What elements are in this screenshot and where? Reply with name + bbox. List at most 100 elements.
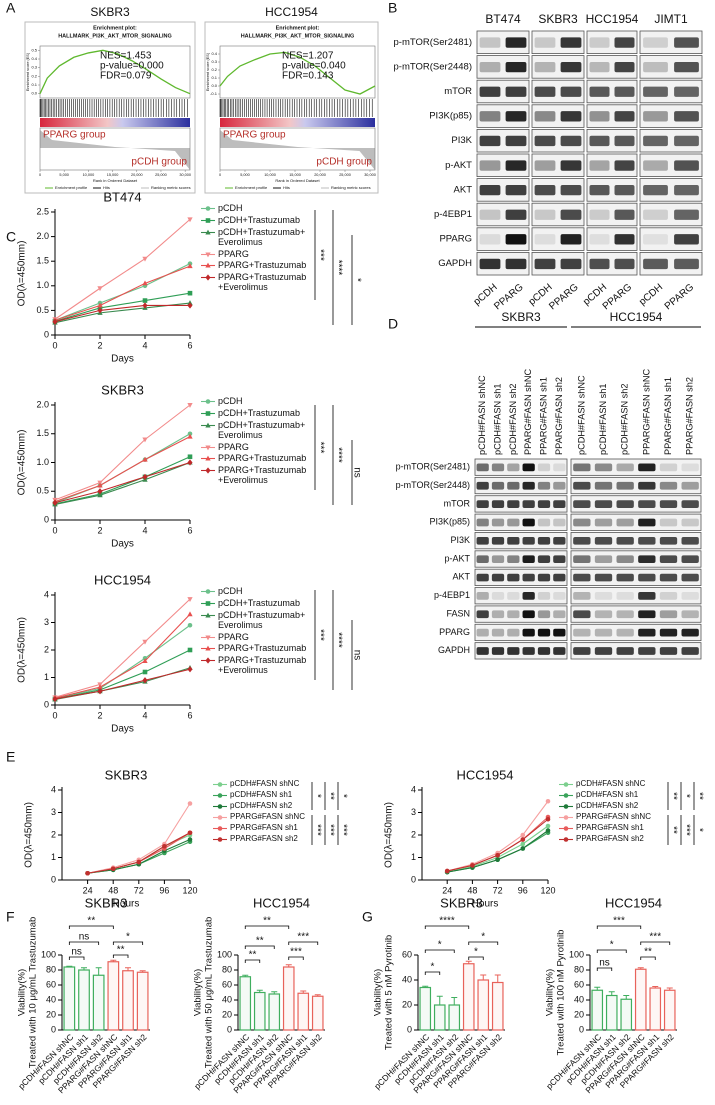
sig-bracket — [424, 971, 441, 975]
panel-label: G — [362, 909, 373, 925]
data-point — [187, 217, 193, 223]
y-tick-label: 1.0 — [36, 280, 49, 290]
series-line — [54, 292, 191, 322]
series-line — [54, 404, 191, 501]
ranking-metric — [40, 130, 190, 170]
legend-label: pCDH+Trastuzumab+Everolimus — [218, 419, 306, 440]
blot-strip — [476, 153, 530, 178]
data-point — [187, 454, 193, 460]
legend-marker — [205, 456, 211, 461]
bar — [311, 995, 324, 1031]
blot-band — [616, 536, 634, 545]
blot-strip — [531, 178, 585, 202]
data-point — [142, 280, 148, 286]
legend-label: PPARG#FASN shNC — [576, 812, 651, 821]
blot-strip — [570, 587, 702, 605]
blot-strip — [639, 55, 703, 79]
legend-item: pCDH — [200, 203, 308, 214]
blot-band — [614, 160, 635, 171]
legend-label: Ranking metric scores — [151, 185, 191, 190]
legend-item: PPARG+Trastuzumab+Everolimus — [200, 655, 308, 676]
y-tick-label: 4 — [411, 784, 416, 794]
data-point — [187, 801, 193, 806]
data-point — [97, 482, 103, 488]
bar — [433, 1004, 446, 1031]
y-tick-label: 100 — [569, 949, 584, 959]
sig-label: * — [431, 962, 435, 973]
blot-band — [681, 481, 699, 490]
legend-key — [201, 263, 215, 268]
blot-band — [491, 610, 505, 619]
chart-title: Enrichment plot: — [93, 25, 137, 31]
legend-item: pCDH — [200, 586, 308, 597]
legend-label: pCDH#FASN shNC — [576, 779, 646, 788]
blot-band — [643, 258, 668, 270]
x-tick-label: 5,000 — [59, 173, 69, 177]
blot-strip — [586, 79, 638, 104]
blot-band — [681, 555, 699, 564]
data-point — [545, 828, 551, 833]
chart-title: SKBR3 — [101, 382, 144, 397]
y-tick-label: 3 — [411, 807, 416, 817]
data-point — [142, 302, 148, 309]
x-tick-label: 20,000 — [131, 173, 143, 177]
legend-key — [213, 793, 227, 798]
legend: pCDH pCDH+Trastuzumab pCDH+Trastuzumab+Eve… — [200, 586, 308, 678]
legend-item: PPARG#FASN sh2 — [212, 834, 308, 844]
y-tick-label: 60 — [402, 949, 412, 959]
data-point — [520, 846, 526, 851]
blot-band — [614, 258, 635, 270]
blot-strip — [639, 79, 703, 104]
chart-subtitle: HALLMARK_PI3K_AKT_MTOR_SIGNALING — [241, 33, 355, 39]
bar — [92, 974, 105, 1031]
blot-band — [681, 518, 699, 527]
blot-strip — [570, 458, 702, 476]
bar — [282, 966, 295, 1031]
y-tick-label: 0.2 — [31, 73, 37, 78]
sig-bracket — [596, 949, 627, 953]
blot-band — [537, 573, 551, 582]
sig-label: *** — [324, 824, 335, 836]
blot-strip — [476, 251, 530, 276]
blot-band — [589, 86, 610, 97]
x-tick-label: 96 — [518, 885, 528, 895]
blot-row-label: p-mTOR(Ser2481) — [396, 462, 470, 472]
blot-band — [659, 463, 678, 472]
legend-item: pCDH+Trastuzumab+Everolimus — [200, 610, 308, 631]
y-axis-label: OD(λ=450mm) — [17, 430, 28, 496]
sig-label: *** — [314, 442, 325, 454]
enrichment-line — [39, 49, 191, 95]
blot-row-label: p-AKT — [444, 553, 470, 563]
legend-key — [201, 467, 215, 474]
blot-band — [537, 481, 551, 490]
blot-strip — [474, 513, 568, 531]
legend-label: PPARG#FASN sh2 — [230, 834, 298, 843]
y-tick-label: 0 — [411, 874, 416, 884]
blot-header: SKBR3 — [501, 310, 541, 324]
error-bar — [66, 965, 73, 967]
y-tick-label: 0.5 — [31, 47, 37, 52]
legend-key — [559, 804, 573, 809]
blot-band — [505, 86, 527, 97]
lane-label: pCDH#FASN shNC — [477, 375, 487, 455]
error-bar — [637, 967, 644, 970]
series-line — [447, 825, 549, 873]
data-point — [187, 647, 193, 653]
blot-band — [616, 463, 634, 472]
blot-band — [553, 500, 566, 508]
legend-key — [201, 589, 215, 594]
sig-label: ** — [263, 916, 271, 927]
blot-row-label: PPARG — [439, 234, 472, 245]
x-tick-label: 30,000 — [364, 173, 376, 177]
legend-marker — [563, 815, 569, 820]
legend-label: pCDH#FASN sh1 — [230, 790, 293, 799]
legend-label: pCDH+Trastuzumab+Everolimus — [218, 226, 306, 247]
blot-band — [476, 555, 489, 564]
blot-strip — [586, 202, 638, 227]
blot-header: SKBR3 — [538, 12, 578, 26]
error-bar — [110, 959, 117, 962]
chart-title: SKBR3 — [85, 895, 128, 910]
legend-marker — [205, 274, 211, 281]
blot-band — [614, 111, 635, 122]
